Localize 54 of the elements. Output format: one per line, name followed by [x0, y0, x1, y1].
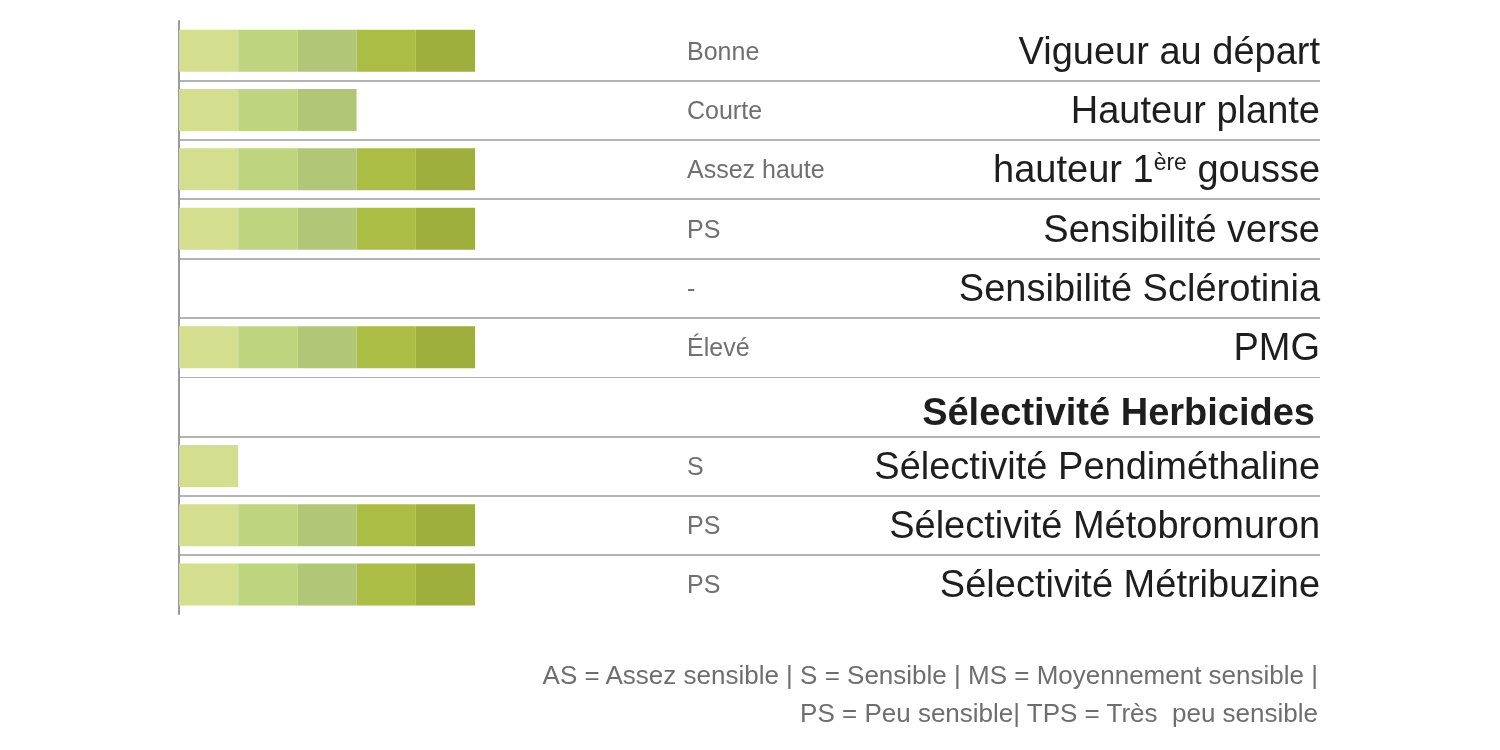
y-tick-label: PMG: [1233, 326, 1320, 369]
bar: [238, 29, 298, 72]
y-tick-label: Sélectivité Métribuzine: [939, 563, 1320, 606]
bar: [297, 326, 357, 369]
text: Sélectivité Herbicides: [922, 390, 1315, 433]
bar: [179, 148, 239, 191]
text: AS = Assez sensible | S = Sensible | MS = Moyennement sensible |: [542, 660, 1318, 690]
y-tick-label: Sélectivité Métobromuron: [889, 503, 1320, 546]
bar: [179, 207, 239, 250]
bar: [297, 89, 357, 131]
text: PS: [687, 214, 721, 243]
bar: [415, 503, 475, 546]
bar: [179, 444, 239, 487]
text: Élevé: [687, 333, 750, 362]
bar: [415, 207, 475, 250]
y-tick-label: Vigueur au départ: [1018, 29, 1321, 72]
bar: [179, 326, 239, 369]
bar: [356, 207, 416, 250]
text: S: [687, 451, 704, 480]
bar: [179, 29, 239, 72]
bar: [415, 563, 475, 606]
text: Courte: [687, 96, 763, 124]
bar: [179, 503, 239, 546]
bar: [297, 563, 357, 606]
bar: [356, 503, 416, 546]
bar: [356, 326, 416, 369]
y-tick-label: Sensibilité Sclérotinia: [958, 267, 1321, 309]
text: -: [687, 274, 696, 302]
y-tick-label: Hauteur plante: [1070, 89, 1321, 131]
bar: [179, 563, 239, 606]
bar: [238, 503, 298, 546]
bar: [415, 326, 475, 369]
bar: [238, 148, 298, 191]
text: Assez haute: [687, 155, 825, 184]
bar: [297, 29, 357, 72]
bar: [238, 563, 298, 606]
bar: [297, 207, 357, 250]
bar: [356, 563, 416, 606]
text: PS: [687, 570, 721, 599]
bar: [356, 29, 416, 72]
y-tick-label: Sélectivité Pendiméthaline: [874, 444, 1320, 487]
bar: [297, 503, 357, 546]
bar: [238, 207, 298, 250]
bar: [415, 148, 475, 191]
y-tick-label: Sensibilité verse: [1043, 207, 1320, 250]
bar: [238, 326, 298, 369]
bar: [179, 89, 239, 131]
text: PS = Peu sensible| TPS = Très peu sensible: [800, 698, 1318, 728]
bar: [356, 148, 416, 191]
bar: [297, 148, 357, 191]
text: Bonne: [687, 36, 760, 65]
bar: [415, 29, 475, 72]
bar: [238, 89, 298, 131]
text: PS: [687, 510, 721, 539]
